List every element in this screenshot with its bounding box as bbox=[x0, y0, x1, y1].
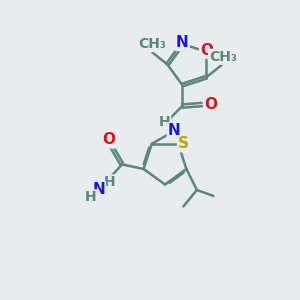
Text: N: N bbox=[176, 35, 189, 50]
Text: CH₃: CH₃ bbox=[209, 50, 237, 64]
Text: CH₃: CH₃ bbox=[138, 37, 166, 51]
Text: H: H bbox=[104, 176, 116, 190]
Text: O: O bbox=[200, 43, 213, 58]
Text: N: N bbox=[168, 123, 181, 138]
Text: O: O bbox=[204, 97, 217, 112]
Text: H: H bbox=[85, 190, 96, 205]
Text: H: H bbox=[158, 115, 170, 129]
Text: S: S bbox=[178, 136, 189, 151]
Text: O: O bbox=[102, 132, 115, 147]
Text: N: N bbox=[92, 182, 105, 197]
